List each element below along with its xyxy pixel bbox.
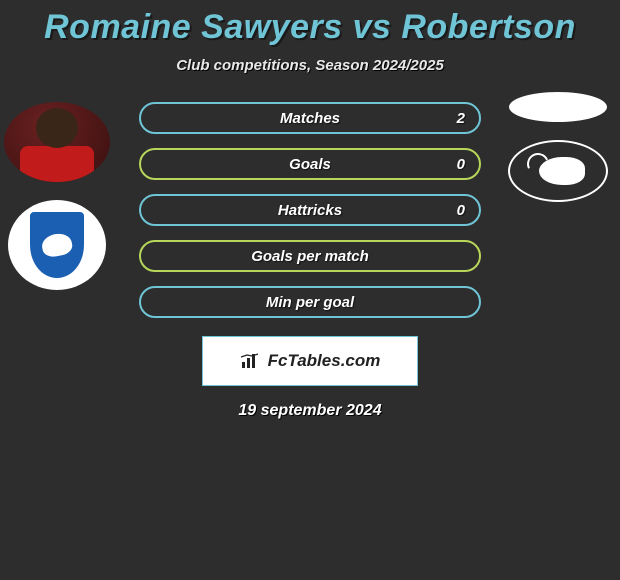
club-badge-cardiff	[8, 200, 106, 290]
stat-row-goals: Goals 0	[139, 148, 481, 180]
stat-value-left: 2	[457, 110, 465, 127]
comparison-content: Matches 2 Goals 0 Hattricks 0 Goals per …	[0, 102, 620, 420]
stat-value-left: 0	[457, 156, 465, 173]
player-avatar-left	[4, 102, 110, 182]
right-player-column	[508, 92, 608, 202]
stat-label: Hattricks	[278, 202, 342, 219]
stat-value-left: 0	[457, 202, 465, 219]
left-player-column	[4, 102, 110, 290]
comparison-subtitle: Club competitions, Season 2024/2025	[0, 57, 620, 74]
stat-row-min-per-goal: Min per goal	[139, 286, 481, 318]
stat-label: Min per goal	[266, 294, 354, 311]
stat-label: Matches	[280, 110, 340, 127]
bar-chart-icon	[240, 352, 262, 370]
player-avatar-right	[509, 92, 607, 122]
brand-box[interactable]: FcTables.com	[202, 336, 418, 386]
club-badge-derby	[508, 140, 608, 202]
snapshot-date: 19 september 2024	[0, 402, 620, 420]
comparison-title: Romaine Sawyers vs Robertson	[0, 0, 620, 47]
brand-text: FcTables.com	[268, 351, 381, 371]
stat-row-hattricks: Hattricks 0	[139, 194, 481, 226]
stat-rows: Matches 2 Goals 0 Hattricks 0 Goals per …	[139, 102, 481, 318]
stat-row-goals-per-match: Goals per match	[139, 240, 481, 272]
stat-label: Goals	[289, 156, 331, 173]
stat-label: Goals per match	[251, 248, 369, 265]
stat-row-matches: Matches 2	[139, 102, 481, 134]
